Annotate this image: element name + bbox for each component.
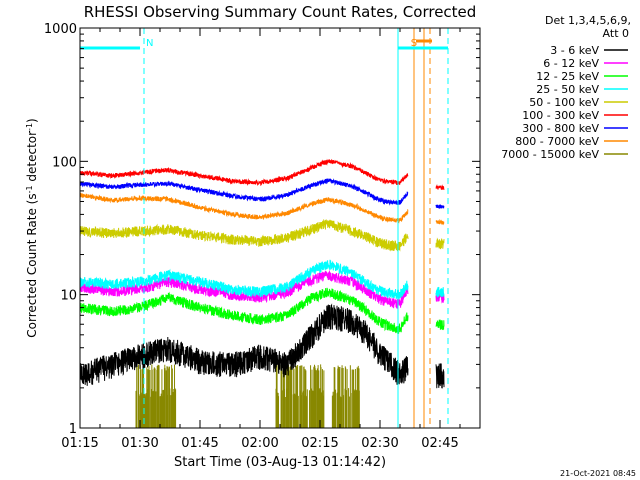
- x-tick-label: 02:30: [361, 436, 398, 451]
- series-line: [79, 192, 445, 226]
- y-axis-label-part: ): [25, 118, 39, 123]
- series-layer: [79, 158, 445, 389]
- flag-label: N: [146, 38, 153, 49]
- y-axis-label: Corrected Count Rate (s-1 detector-1): [25, 118, 40, 337]
- y-axis-label-part: detector: [25, 131, 39, 186]
- legend-entry-label: 6 - 12 keV: [543, 57, 599, 70]
- burst-series: [135, 364, 360, 428]
- y-tick-label: 100: [52, 155, 77, 170]
- x-tick-label: 01:45: [181, 436, 218, 451]
- legend-entry-label: 12 - 25 keV: [536, 70, 599, 83]
- legend-entry-label: 800 - 7000 keV: [515, 135, 599, 148]
- x-tick-label: 02:45: [421, 436, 458, 451]
- x-tick-label: 02:15: [301, 436, 338, 451]
- y-axis-label-exp: -1: [25, 123, 34, 131]
- legend-header-line-2: Att 0: [603, 27, 629, 40]
- chart-title: RHESSI Observing Summary Count Rates, Co…: [84, 3, 477, 21]
- series-line: [79, 303, 445, 389]
- y-tick-label: 1: [69, 422, 77, 437]
- series-line: [79, 287, 445, 335]
- legend-entry-label: 3 - 6 keV: [550, 44, 599, 57]
- flag-label: S: [411, 38, 417, 49]
- legend-entry-label: 100 - 300 keV: [522, 109, 599, 122]
- axes-layer: 01:15 01:30 01:45 02:00 02:15 02:30 02:45 1 10 10…: [44, 22, 480, 451]
- x-tick-label: 01:15: [61, 436, 98, 451]
- legend-entry-label: 25 - 50 keV: [536, 83, 599, 96]
- legend-entry-label: 300 - 800 keV: [522, 122, 599, 135]
- x-axis-label: Start Time (03-Aug-13 01:14:42): [174, 455, 386, 470]
- legend-header-line-1: Det 1,3,4,5,6,9,: [545, 14, 631, 27]
- y-tick-label: 1000: [44, 22, 77, 37]
- x-tick-label: 02:00: [241, 436, 278, 451]
- legend-entry-label: 50 - 100 keV: [529, 96, 599, 109]
- legend-entry-label: 7000 - 15000 keV: [501, 148, 599, 161]
- series-line: [79, 158, 445, 190]
- series-line: [79, 178, 445, 209]
- y-tick-label: 10: [60, 289, 77, 304]
- y-axis-label-part: Corrected Count Rate (s: [25, 193, 39, 337]
- generation-timestamp: 21-Oct-2021 08:45: [560, 469, 636, 478]
- series-line: [79, 219, 445, 252]
- x-tick-label: 01:30: [121, 436, 158, 451]
- burst-layer: [135, 364, 360, 428]
- y-axis-label-exp: -1: [25, 185, 34, 193]
- series-line: [79, 259, 445, 300]
